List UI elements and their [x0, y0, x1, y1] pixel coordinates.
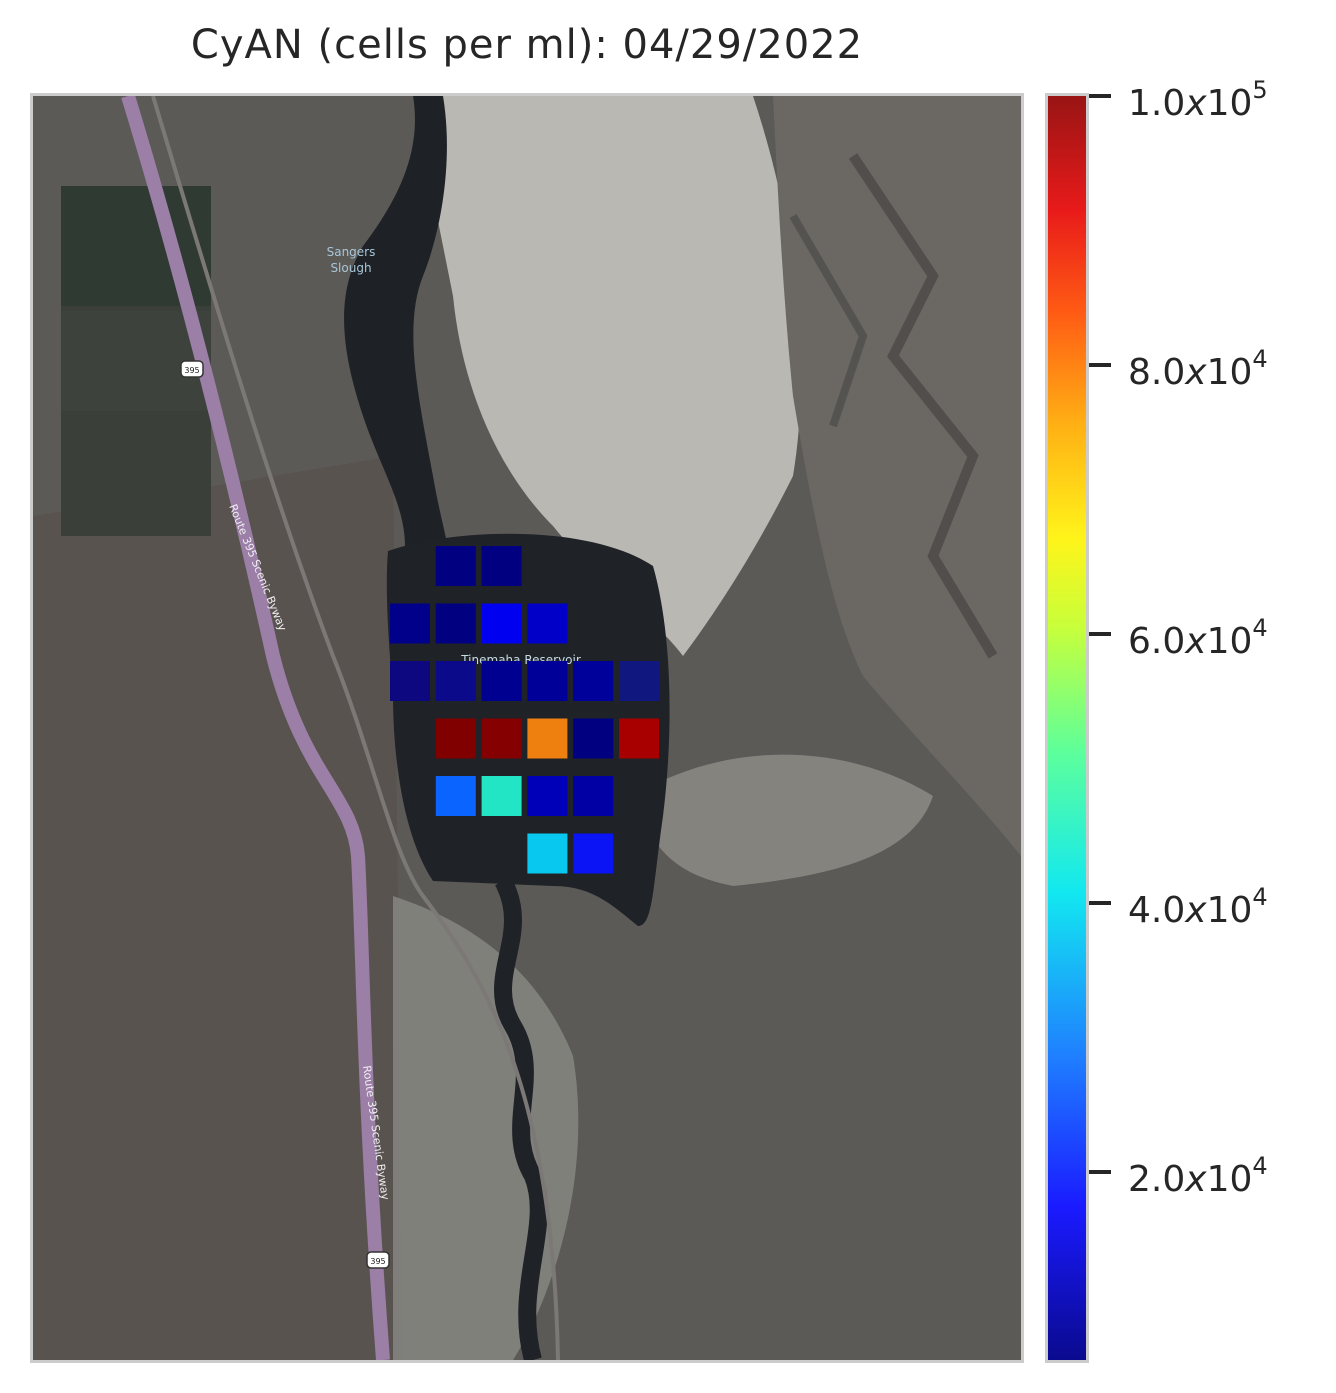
cyan-heatmap-cells: [390, 546, 659, 874]
heatmap-cell-r5-c3: [527, 833, 568, 874]
label-sangers-slough-line1: Sangers: [327, 245, 376, 259]
heatmap-cell-r2-c0: [390, 661, 430, 701]
route-395-shield-south-icon: 395: [366, 1251, 390, 1269]
heatmap-cell-r1-c3: [527, 603, 568, 644]
heatmap-cell-r4-c1: [435, 776, 476, 816]
label-sangers-slough-line2: Slough: [330, 261, 371, 275]
heatmap-cell-r3-c3: [527, 718, 568, 759]
colorbar-tick-label: 1.0x105: [1128, 76, 1268, 124]
heatmap-cell-r4-c4: [573, 776, 614, 816]
heatmap-cell-r1-c0: [390, 603, 430, 644]
western-hills: [33, 456, 403, 1360]
owens-river: [494, 876, 548, 1360]
heatmap-cell-r2-c3: [527, 661, 568, 701]
sangers-slough: [344, 96, 456, 636]
heatmap-cell-r2-c1: [435, 661, 476, 701]
colorbar-tick-mark: [1089, 362, 1111, 367]
colorbar-tick-mark: [1089, 94, 1111, 98]
map-panel[interactable]: Sangers Slough Tinemaha Reservoir Route …: [30, 93, 1024, 1363]
satellite-basemap: Sangers Slough Tinemaha Reservoir Route …: [33, 96, 1021, 1360]
heatmap-cell-r2-c5: [619, 661, 659, 701]
heatmap-cell-r4-c2: [481, 776, 522, 816]
route-395-shield-north-icon: 395: [180, 360, 204, 378]
heatmap-cell-r2-c4: [573, 661, 614, 701]
heatmap-cell-r1-c2: [481, 603, 522, 644]
heatmap-cell-r2-c2: [481, 661, 522, 701]
salt-flat-north: [413, 96, 801, 656]
heatmap-cell-r4-c3: [527, 776, 568, 816]
route-395: [121, 96, 390, 1360]
secondary-road: [151, 96, 560, 1360]
colorbar-tick-label: 6.0x104: [1128, 613, 1268, 662]
heatmap-cell-r0-c2: [481, 546, 522, 586]
heatmap-cell-r3-c4: [573, 718, 614, 759]
colorbar: [1045, 93, 1089, 1363]
colorbar-tick-mark: [1089, 900, 1111, 905]
colorbar-tick-mark: [1089, 1169, 1111, 1174]
svg-text:395: 395: [370, 1257, 385, 1266]
heatmap-cell-r3-c1: [435, 718, 476, 759]
heatmap-cell-r3-c2: [481, 718, 522, 759]
colorbar-tick-mark: [1089, 631, 1111, 636]
heatmap-cell-r3-c5: [619, 718, 659, 759]
colorbar-tick-label: 4.0x104: [1128, 882, 1268, 931]
heatmap-cell-r1-c1: [435, 603, 476, 644]
svg-text:395: 395: [184, 366, 199, 375]
colorbar-tick-label: 2.0x104: [1128, 1151, 1268, 1200]
heatmap-cell-r0-c1: [435, 546, 476, 586]
heatmap-cell-r5-c4: [573, 833, 614, 874]
colorbar-tick-label: 8.0x104: [1128, 344, 1268, 393]
colorbar-gradient: [1048, 96, 1086, 1360]
chart-title: CyAN (cells per ml): 04/29/2022: [190, 22, 864, 68]
